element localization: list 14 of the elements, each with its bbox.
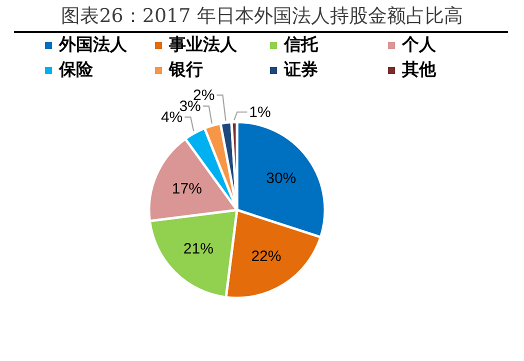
legend-label: 事业法人 bbox=[168, 35, 238, 55]
legend-label: 银行 bbox=[168, 60, 203, 80]
data-label: 1% bbox=[249, 104, 271, 122]
data-label: 22% bbox=[251, 248, 282, 266]
legend-label: 其他 bbox=[401, 60, 437, 80]
legend-label: 证券 bbox=[283, 60, 318, 80]
data-label: 30% bbox=[266, 170, 296, 187]
legend-label: 信托 bbox=[283, 35, 319, 55]
legend-label: 个人 bbox=[401, 35, 437, 55]
data-label: 17% bbox=[172, 180, 202, 198]
chart-title: 图表26：2017 年日本外国法人持股金额占比高 bbox=[61, 5, 463, 27]
legend-label: 外国法人 bbox=[58, 35, 128, 55]
data-label: 21% bbox=[183, 240, 214, 258]
legend-label: 保险 bbox=[58, 60, 94, 80]
